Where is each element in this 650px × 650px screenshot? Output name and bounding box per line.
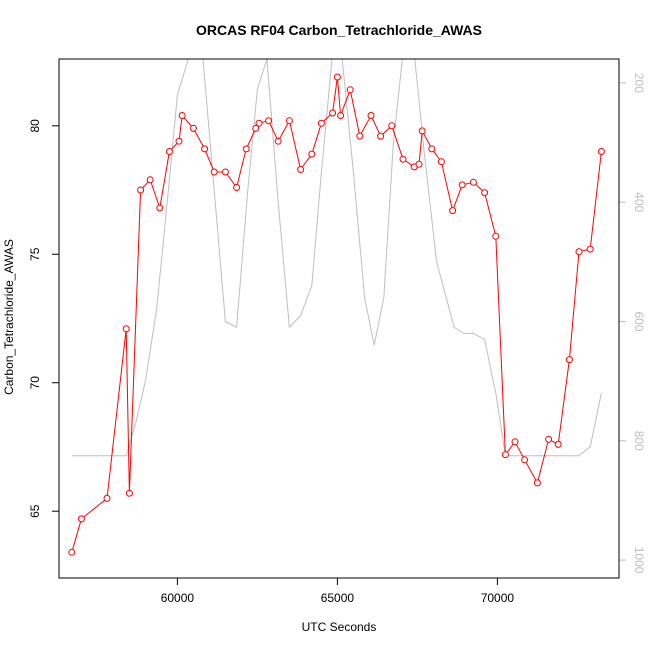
data-point [377, 132, 385, 140]
data-point [458, 181, 466, 189]
data-point [68, 548, 76, 556]
x-tick-label: 60000 [161, 591, 195, 605]
data-point [492, 232, 500, 240]
data-point [137, 186, 145, 194]
data-point [297, 166, 305, 173]
data-point [165, 148, 173, 155]
data-point [233, 184, 241, 191]
data-point [242, 145, 250, 153]
data-point [122, 325, 130, 333]
data-point [554, 440, 562, 448]
data-point [329, 109, 337, 117]
data-point [210, 168, 218, 176]
data-point [418, 127, 426, 135]
y2-tick-label: 600 [632, 311, 646, 331]
data-point [146, 176, 154, 184]
data-point [156, 204, 164, 212]
y-tick-label: 80 [28, 119, 42, 133]
data-point [77, 515, 85, 523]
y-tick-label: 65 [28, 504, 42, 518]
x-tick-label: 70000 [481, 591, 515, 605]
y2-tick-label: 400 [632, 192, 646, 212]
y-tick-label: 70 [28, 376, 42, 390]
data-point [521, 456, 529, 464]
data-point [575, 248, 583, 256]
data-point [388, 122, 396, 130]
x-axis-label: UTC Seconds [302, 620, 377, 634]
data-point [545, 435, 553, 443]
y-axis-label: Carbon_Tetrachloride_AWAS [2, 239, 16, 395]
y2-tick-label: 800 [632, 431, 646, 451]
data-point [597, 148, 605, 155]
data-point [469, 178, 477, 186]
data-point [449, 207, 457, 215]
data-point [415, 160, 423, 168]
data-point [367, 112, 375, 119]
data-point [103, 494, 111, 502]
data-point [201, 145, 209, 153]
data-point [255, 119, 263, 127]
data-point [125, 489, 133, 497]
data-point [252, 124, 260, 132]
y-tick-label: 75 [28, 247, 42, 261]
series-layer [68, 59, 605, 556]
x-tick-label: 65000 [321, 591, 355, 605]
data-point [221, 168, 229, 176]
data-point [428, 145, 436, 153]
data-point [399, 155, 407, 163]
data-point [274, 137, 282, 145]
axes-layer: 60000 65000 70000 65 70 75 80 200 400 600 800 1000 [28, 73, 646, 605]
data-point [565, 356, 573, 364]
data-point [308, 150, 316, 158]
data-point [317, 119, 325, 127]
data-point [511, 438, 519, 446]
data-point [337, 112, 345, 119]
data-point [586, 245, 594, 253]
data-point [346, 86, 354, 94]
data-point [333, 73, 341, 81]
data-point [265, 117, 273, 125]
data-point [437, 158, 445, 166]
data-point [501, 451, 509, 459]
data-point [178, 112, 186, 119]
chart-title: ORCAS RF04 Carbon_Tetrachloride_AWAS [196, 22, 482, 38]
y2-tick-label: 200 [632, 73, 646, 93]
data-point [533, 479, 541, 487]
data-point [189, 124, 197, 132]
plot-frame [58, 58, 620, 579]
y2-tick-label: 1000 [632, 547, 646, 574]
series-line-0 [71, 76, 602, 553]
data-point [175, 137, 183, 145]
data-point [285, 117, 293, 125]
series-line-1 [71, 59, 602, 457]
data-point [356, 132, 364, 140]
data-point [481, 189, 489, 197]
